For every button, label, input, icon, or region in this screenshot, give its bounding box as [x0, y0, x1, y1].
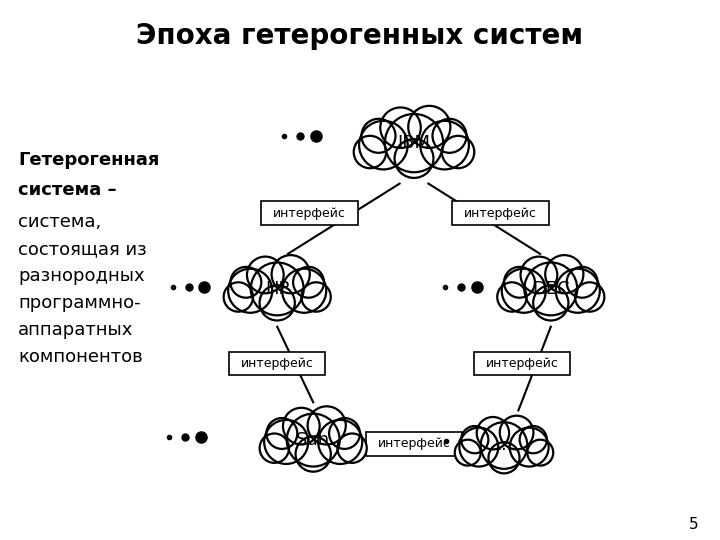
Ellipse shape	[567, 267, 598, 298]
FancyBboxPatch shape	[261, 201, 358, 225]
Ellipse shape	[510, 428, 549, 467]
Text: интерфейс: интерфейс	[240, 357, 314, 370]
Ellipse shape	[395, 139, 433, 178]
Ellipse shape	[504, 267, 535, 298]
Text: состоящая из: состоящая из	[18, 240, 147, 258]
Ellipse shape	[420, 121, 469, 170]
Ellipse shape	[361, 119, 395, 153]
Ellipse shape	[230, 267, 261, 298]
FancyBboxPatch shape	[474, 352, 570, 375]
Ellipse shape	[318, 420, 362, 464]
Ellipse shape	[481, 422, 527, 469]
Ellipse shape	[380, 107, 420, 148]
Ellipse shape	[384, 114, 443, 172]
Ellipse shape	[534, 285, 568, 320]
Ellipse shape	[266, 418, 297, 449]
Ellipse shape	[296, 436, 330, 471]
Ellipse shape	[282, 269, 326, 313]
Ellipse shape	[500, 416, 534, 449]
Ellipse shape	[224, 282, 253, 312]
Ellipse shape	[477, 417, 509, 449]
FancyBboxPatch shape	[366, 432, 462, 456]
Ellipse shape	[524, 262, 577, 315]
Ellipse shape	[307, 406, 346, 444]
Ellipse shape	[459, 428, 498, 467]
Text: DEC: DEC	[532, 280, 570, 298]
Ellipse shape	[408, 106, 451, 148]
Text: Sun: Sun	[296, 431, 330, 449]
Text: интерфейс: интерфейс	[273, 207, 346, 220]
Ellipse shape	[461, 426, 488, 453]
Ellipse shape	[338, 434, 366, 463]
Ellipse shape	[527, 440, 553, 465]
Ellipse shape	[488, 442, 520, 474]
Text: Гетерогенная: Гетерогенная	[18, 151, 159, 169]
Ellipse shape	[556, 269, 600, 313]
Text: интерфейс: интерфейс	[485, 357, 559, 370]
Text: интерфейс: интерфейс	[377, 437, 451, 450]
Text: IBM: IBM	[397, 134, 431, 152]
Ellipse shape	[502, 269, 546, 313]
Ellipse shape	[354, 136, 386, 168]
Text: 5: 5	[689, 517, 698, 532]
Text: интерфейс: интерфейс	[464, 207, 537, 220]
Text: компонентов: компонентов	[18, 348, 143, 366]
Text: HP: HP	[265, 280, 289, 298]
Ellipse shape	[302, 282, 330, 312]
FancyBboxPatch shape	[229, 352, 325, 375]
Ellipse shape	[442, 136, 474, 168]
Ellipse shape	[247, 256, 284, 293]
Text: Эпоха гетерогенных систем: Эпоха гетерогенных систем	[136, 22, 584, 50]
Ellipse shape	[228, 269, 272, 313]
Ellipse shape	[283, 408, 320, 444]
Ellipse shape	[359, 121, 408, 170]
Ellipse shape	[260, 285, 294, 320]
Text: программно-: программно-	[18, 294, 140, 312]
Ellipse shape	[329, 418, 360, 449]
Text: разнородных: разнородных	[18, 267, 145, 285]
Ellipse shape	[251, 262, 304, 315]
Ellipse shape	[575, 282, 604, 312]
Ellipse shape	[545, 255, 583, 293]
Text: аппаратных: аппаратных	[18, 321, 133, 339]
Ellipse shape	[287, 414, 340, 467]
Ellipse shape	[521, 256, 557, 293]
Ellipse shape	[498, 282, 526, 312]
Ellipse shape	[455, 440, 481, 465]
Ellipse shape	[293, 267, 324, 298]
Text: система –: система –	[18, 181, 117, 199]
Ellipse shape	[433, 119, 467, 153]
Text: ...: ...	[496, 436, 512, 455]
Ellipse shape	[260, 434, 289, 463]
Ellipse shape	[271, 255, 310, 293]
Ellipse shape	[520, 426, 547, 453]
Ellipse shape	[264, 420, 308, 464]
Text: система,: система,	[18, 213, 102, 231]
FancyBboxPatch shape	[452, 201, 549, 225]
